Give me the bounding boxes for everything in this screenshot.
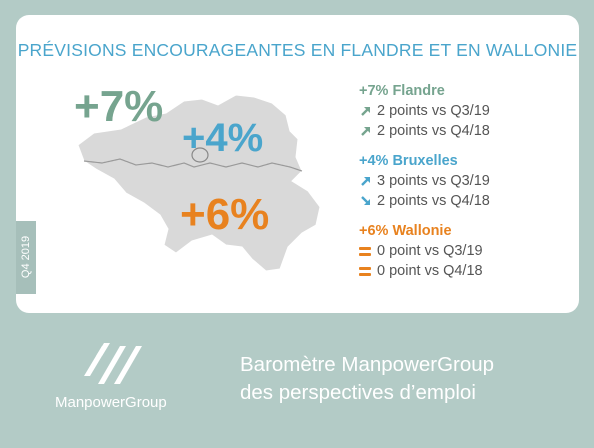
quarter-label: Q4 2019 — [20, 235, 32, 279]
stat-row: 2 points vs Q3/19 — [359, 101, 559, 121]
arrow-up-right-icon — [359, 175, 372, 188]
equal-icon — [359, 246, 371, 256]
tagline: Baromètre ManpowerGroup des perspectives… — [240, 351, 494, 407]
flandre-percentage: +7% — [74, 82, 164, 131]
region-stats: +7% Flandre 2 points vs Q3/19 2 points v… — [359, 81, 559, 291]
stat-row: 3 points vs Q3/19 — [359, 171, 559, 191]
bruxelles-percentage: +4% — [182, 116, 264, 160]
stat-text: 0 point vs Q3/19 — [377, 243, 483, 259]
belgium-shape — [77, 94, 321, 272]
stat-row: 0 point vs Q3/19 — [359, 241, 559, 261]
stat-text: 3 points vs Q3/19 — [377, 173, 490, 189]
stat-row: 0 point vs Q4/18 — [359, 261, 559, 281]
manpowergroup-logo-icon — [84, 343, 142, 384]
stat-row: 2 points vs Q4/18 — [359, 191, 559, 211]
region-heading: +4% Bruxelles — [359, 153, 458, 169]
page-title: PRÉVISIONS ENCOURAGEANTES EN FLANDRE ET … — [17, 40, 578, 60]
arrow-up-right-icon — [359, 125, 372, 138]
quarter-tag: Q4 2019 — [16, 221, 36, 294]
stat-text: 2 points vs Q4/18 — [377, 193, 490, 209]
arrow-down-right-icon — [359, 195, 372, 208]
stat-text: 2 points vs Q3/19 — [377, 103, 490, 119]
brussels-outline — [191, 147, 209, 163]
region-bruxelles: +4% Bruxelles 3 points vs Q3/19 2 points… — [359, 151, 559, 211]
region-wallonie: +6% Wallonie 0 point vs Q3/19 0 point vs… — [359, 221, 559, 281]
belgium-map — [77, 94, 321, 272]
arrow-up-right-icon — [359, 105, 372, 118]
region-heading: +6% Wallonie — [359, 223, 452, 239]
wallonie-percentage: +6% — [180, 190, 270, 239]
stat-row: 2 points vs Q4/18 — [359, 121, 559, 141]
equal-icon — [359, 266, 371, 276]
tagline-line-2: des perspectives d’emploi — [240, 381, 476, 404]
stat-text: 2 points vs Q4/18 — [377, 123, 490, 139]
brand-name: ManpowerGroup — [55, 394, 167, 411]
region-flandre: +7% Flandre 2 points vs Q3/19 2 points v… — [359, 81, 559, 141]
info-card: PRÉVISIONS ENCOURAGEANTES EN FLANDRE ET … — [16, 15, 579, 313]
tagline-line-1: Baromètre ManpowerGroup — [240, 353, 495, 376]
region-border — [83, 158, 303, 172]
region-heading: +7% Flandre — [359, 83, 445, 99]
stat-text: 0 point vs Q4/18 — [377, 263, 483, 279]
